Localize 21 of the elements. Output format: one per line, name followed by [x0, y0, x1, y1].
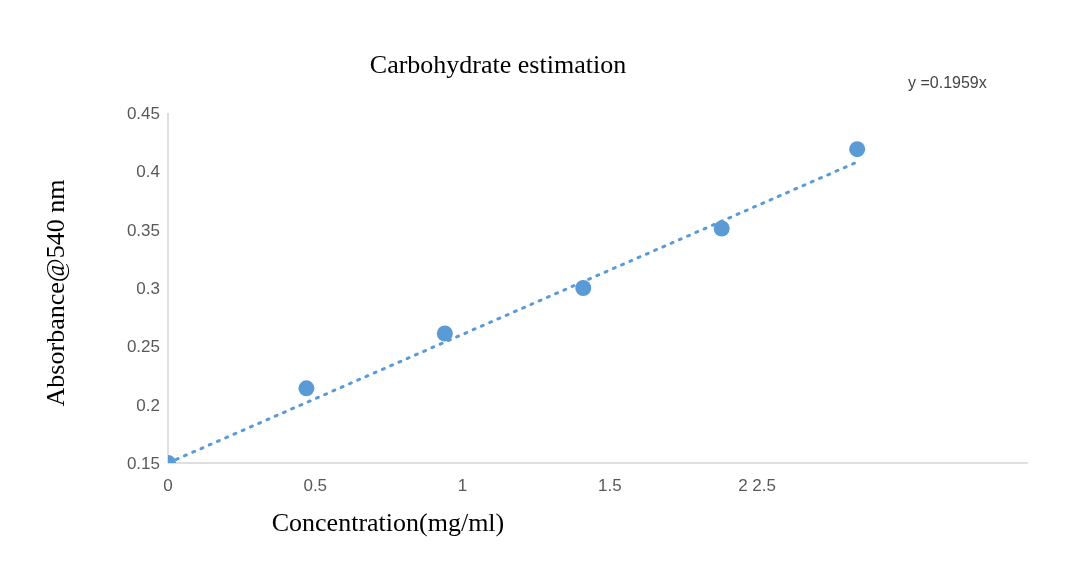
y-tick-label: 0.15 — [126, 454, 160, 474]
point — [436, 325, 453, 342]
point — [575, 280, 592, 296]
point — [298, 380, 315, 397]
y-axis-title: Absorbance@540 nm — [41, 179, 71, 407]
y-tick-label: 0.4 — [136, 162, 160, 182]
point — [713, 220, 730, 237]
y-tick-label: 0.35 — [126, 220, 160, 240]
x-tick-label: 2 2.5 — [738, 476, 776, 496]
point — [849, 141, 866, 158]
chart-title: Carbohydrate estimation — [368, 50, 628, 80]
y-tick-label: 0.3 — [136, 279, 160, 299]
y-tick-label: 0.25 — [126, 337, 160, 357]
y-tick-label: 0.2 — [136, 395, 160, 415]
y-tick-label: 0.45 — [126, 104, 160, 124]
x-tick-label: 1 — [457, 476, 468, 496]
x-tick-label: 0 — [163, 476, 173, 496]
x-axis-title: Concentration(mg/ml) — [270, 508, 506, 538]
x-tick-label: 0.5 — [303, 476, 328, 496]
x-tick-label: 1.5 — [597, 476, 622, 496]
text: y =0.1959x — [908, 74, 987, 92]
